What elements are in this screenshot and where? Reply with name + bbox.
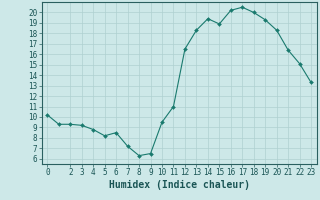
X-axis label: Humidex (Indice chaleur): Humidex (Indice chaleur) xyxy=(109,180,250,190)
